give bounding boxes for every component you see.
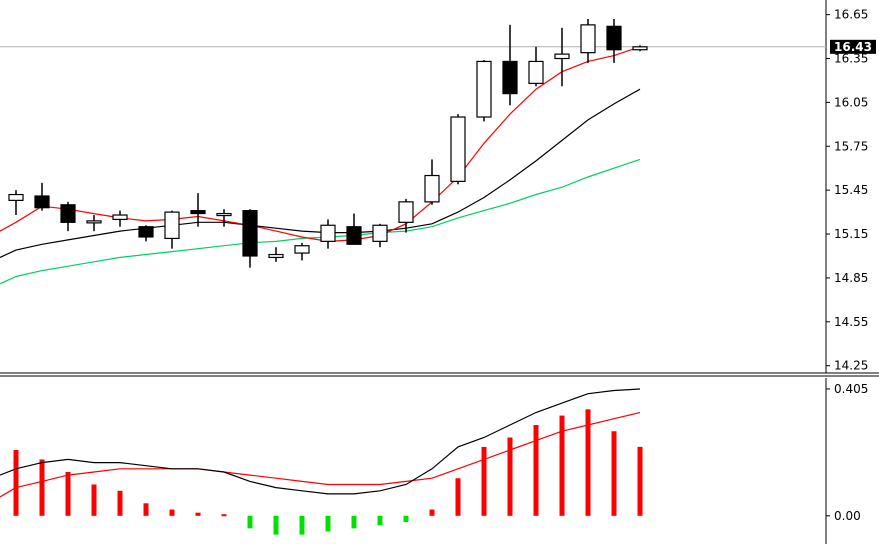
- candle: [216, 209, 232, 227]
- histogram-bar: [195, 512, 201, 516]
- candle-body-up: [86, 220, 102, 224]
- candle-body-down: [138, 226, 154, 238]
- price-tick-label: 15.45: [834, 183, 868, 197]
- histogram-bar: [91, 484, 97, 516]
- candle: [346, 213, 362, 245]
- candle: [8, 190, 24, 216]
- histogram-bar: [507, 437, 513, 516]
- price-tick-label: 14.85: [834, 271, 868, 285]
- candle: [138, 225, 154, 242]
- candle-body-down: [502, 60, 518, 95]
- histogram-bar: [65, 471, 71, 516]
- histogram-bar: [117, 490, 123, 516]
- candle-body-down: [606, 25, 622, 51]
- price-tick-label: 16.65: [834, 8, 868, 22]
- candle: [398, 198, 414, 233]
- candle: [476, 59, 492, 122]
- histogram-bar: [169, 509, 175, 516]
- histogram-bar: [39, 459, 45, 516]
- candle-body-up: [216, 212, 232, 217]
- price-tick-label: 14.55: [834, 315, 868, 329]
- histogram-bar: [13, 450, 19, 516]
- candle-body-down: [34, 195, 50, 209]
- candle-body-up: [8, 193, 24, 201]
- histogram-bar: [247, 515, 253, 529]
- candle-body-up: [554, 53, 570, 60]
- candle-body-up: [294, 245, 310, 254]
- candle: [632, 45, 648, 52]
- macd-line: [0, 388, 641, 495]
- candle: [372, 223, 388, 248]
- candle: [580, 19, 596, 63]
- candle: [606, 19, 622, 63]
- candle-body-up: [476, 60, 492, 118]
- price-tick-label: 16.05: [834, 95, 868, 109]
- candle: [320, 219, 336, 249]
- candle: [164, 210, 180, 249]
- histogram-bar: [481, 446, 487, 516]
- current-price-tag: [830, 39, 876, 54]
- histogram-bar: [351, 515, 357, 529]
- histogram-bar: [611, 431, 617, 516]
- histogram-bar: [637, 446, 643, 516]
- candle: [190, 193, 206, 227]
- candle-body-down: [346, 226, 362, 245]
- candle: [554, 27, 570, 87]
- price-tick-label: 16.35: [834, 52, 868, 66]
- price-pane: 16.65 16.35 16.05 15.75 15.45 15.15 14.85 14.55…: [0, 0, 879, 377]
- histogram-bar: [533, 424, 539, 516]
- candle: [60, 201, 76, 232]
- candle-body-up: [424, 174, 440, 203]
- candle-body-down: [190, 210, 206, 215]
- candle: [424, 159, 440, 205]
- signal-line: [0, 411, 641, 498]
- indicator-tick-label: 0.405: [834, 382, 868, 396]
- ma-slow-line: [0, 158, 641, 285]
- candle: [450, 114, 466, 185]
- candle: [242, 209, 258, 268]
- candle: [502, 24, 518, 106]
- histogram-bar: [403, 515, 409, 523]
- histogram-bar: [273, 515, 279, 535]
- candle-body-up: [450, 116, 466, 182]
- candle-body-up: [268, 253, 284, 259]
- candle-body-down: [60, 204, 76, 223]
- price-tick-label: 15.75: [834, 139, 868, 153]
- candle: [34, 182, 50, 211]
- histogram-bar: [559, 415, 565, 516]
- histogram-bar: [585, 409, 591, 516]
- ma-mid-line: [0, 88, 641, 258]
- price-tick-label: 15.15: [834, 227, 868, 241]
- candle: [86, 215, 102, 232]
- ma-fast-line: [0, 46, 641, 243]
- histogram-bar: [377, 515, 383, 526]
- indicator-tick-label: 0.00: [834, 509, 861, 523]
- candle: [112, 210, 128, 227]
- indicator-pane: 0.405 0.00: [0, 378, 868, 544]
- candle-body-down: [242, 210, 258, 257]
- histogram-bar: [455, 478, 461, 516]
- current-price-label: 16.43: [834, 40, 872, 54]
- candle-body-up: [164, 211, 180, 240]
- candle-body-up: [580, 24, 596, 54]
- candle-body-up: [632, 46, 648, 51]
- candle-body-up: [320, 224, 336, 242]
- candle: [294, 242, 310, 261]
- price-tick-label: 14.25: [834, 359, 868, 373]
- candle-body-up: [528, 60, 544, 84]
- candle-body-up: [398, 201, 414, 223]
- histogram-bar: [299, 515, 305, 535]
- histogram-bar: [143, 503, 149, 516]
- histogram-bar: [429, 509, 435, 516]
- histogram-bar: [325, 515, 331, 532]
- candle: [268, 247, 284, 262]
- candle: [528, 46, 544, 87]
- candle-body-up: [372, 224, 388, 242]
- histogram-bar: [221, 514, 227, 517]
- candle-body-up: [112, 214, 128, 221]
